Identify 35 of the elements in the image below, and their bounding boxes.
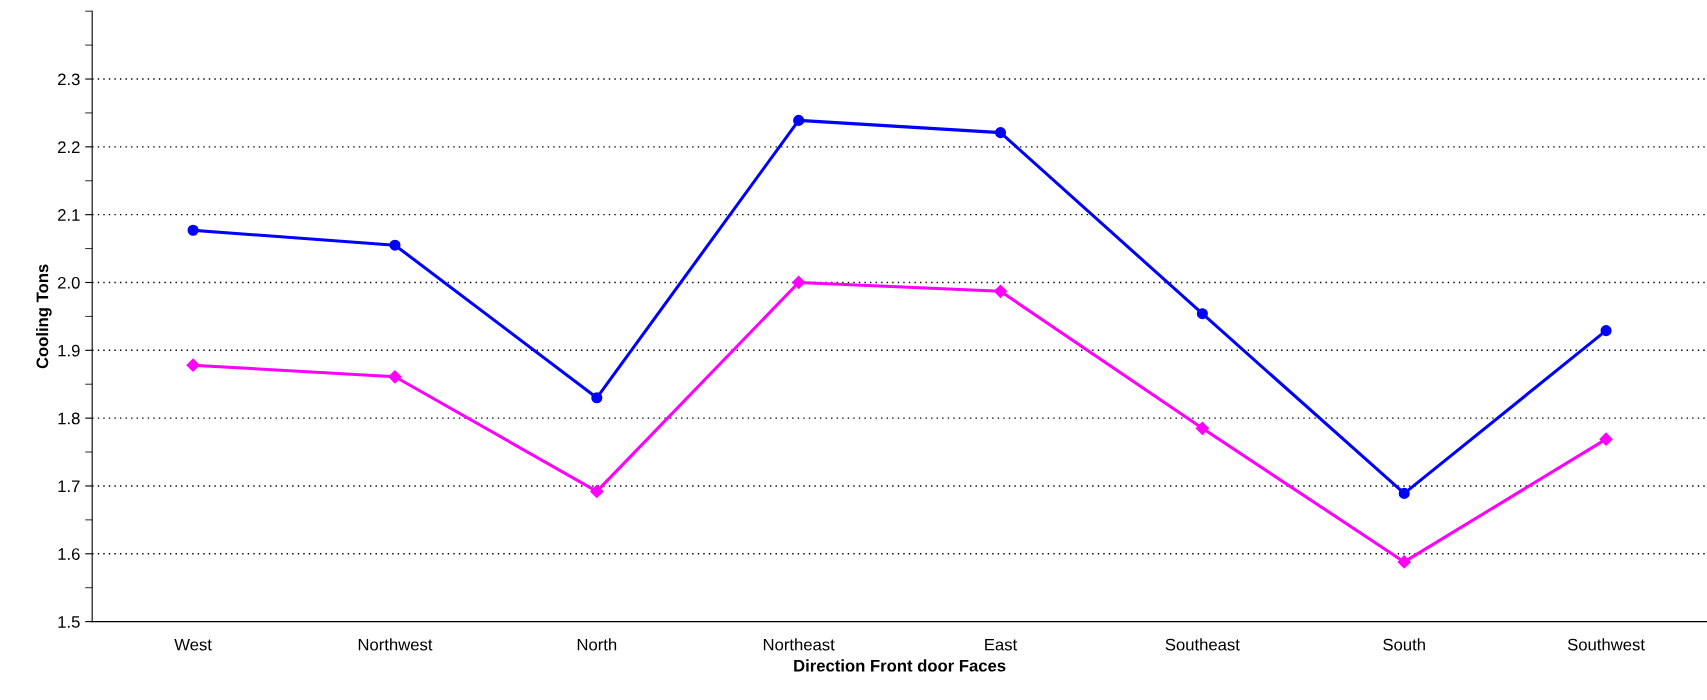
point [590, 484, 604, 498]
point [993, 284, 1008, 298]
y-tick-label: 2.1 [58, 209, 80, 221]
y-tick-label: 1.5 [58, 616, 80, 628]
point [792, 275, 806, 290]
y-tick-label: 1.7 [58, 480, 80, 492]
y-tick-label: 2.2 [58, 141, 80, 153]
x-tick-label: East [985, 638, 1018, 651]
x-tick-label: South [1383, 638, 1425, 651]
point [1195, 421, 1209, 435]
point [1600, 325, 1612, 337]
point [187, 224, 199, 236]
y-tick-label: 1.8 [58, 412, 80, 425]
point [591, 392, 603, 404]
x-tick-label: Southeast [1165, 638, 1240, 651]
x-tick-label: Northwest [358, 638, 433, 651]
y-tick-label: 2.3 [58, 73, 80, 86]
point [1398, 487, 1410, 499]
point [793, 114, 805, 126]
x-tick-label: North [577, 638, 617, 651]
y-tick-label: 2.0 [58, 276, 80, 289]
x-tick-label: West [174, 638, 212, 651]
x-axis-title: Direction Front door Faces [794, 659, 1006, 672]
x-tick-label: Northeast [763, 638, 835, 651]
point [1196, 308, 1208, 320]
point [388, 370, 402, 384]
point [186, 358, 200, 372]
x-tick-label: Southwest [1567, 638, 1645, 651]
point [1599, 432, 1613, 446]
point [994, 127, 1007, 139]
point [389, 239, 401, 251]
point [1397, 555, 1411, 569]
y-axis-title: Cooling Tons [36, 264, 52, 369]
y-tick-label: 1.6 [58, 548, 80, 560]
y-tick-label: 1.9 [58, 344, 80, 357]
